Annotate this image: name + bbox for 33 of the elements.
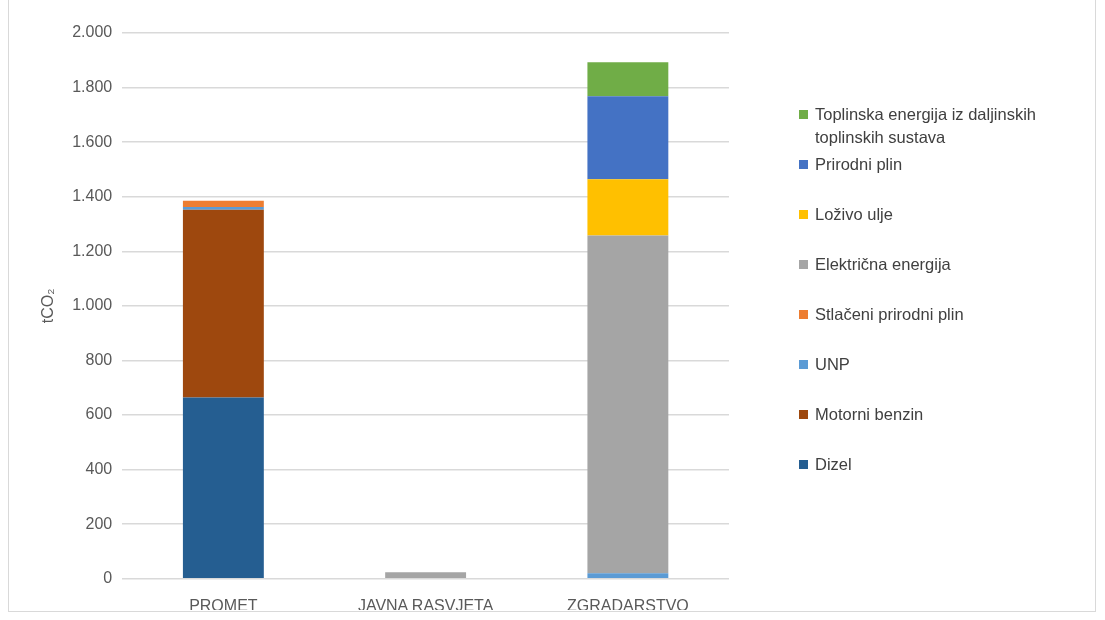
bar [182,207,264,210]
legend-label: Loživo ulje [815,204,894,225]
y-tick-label: 0 [103,569,113,587]
legend-label: Toplinska energija iz daljinskih toplinskih sustava [815,104,1038,148]
y-tick-label: 1.600 [72,132,113,150]
y-tick-label: 800 [85,350,113,368]
bar [587,179,669,236]
x-tick-label: JAVNA RASVJETA [357,596,494,614]
x-tick-label: PROMET [189,596,258,614]
y-axis-title: tCO₂ [39,288,57,324]
x-tick-label: ZGRADARSTVO [566,596,689,614]
legend-label: Prirodni plin [815,154,904,175]
y-tick-label: 1.800 [72,77,113,95]
bar [385,572,467,579]
y-tick-label: 1.400 [72,187,113,205]
y-tick-label: 2.000 [72,23,113,41]
legend-label: UNP [815,354,851,375]
legend-label: Električna energija [815,254,952,275]
legend-label: Motorni benzin [815,404,925,425]
y-tick-label: 600 [85,405,113,423]
bar [182,397,264,579]
y-tick-label: 1.000 [72,296,113,314]
bar [182,200,264,208]
y-tick-label: 1.200 [72,241,113,259]
bar [587,573,669,579]
legend-label: Stlačeni prirodni plin [815,304,965,325]
bar [587,235,669,574]
bar [587,62,669,97]
bar [182,209,264,398]
legend-label: Dizel [815,454,853,475]
y-tick-label: 400 [85,460,113,478]
bar [587,96,669,180]
y-tick-label: 200 [85,514,113,532]
